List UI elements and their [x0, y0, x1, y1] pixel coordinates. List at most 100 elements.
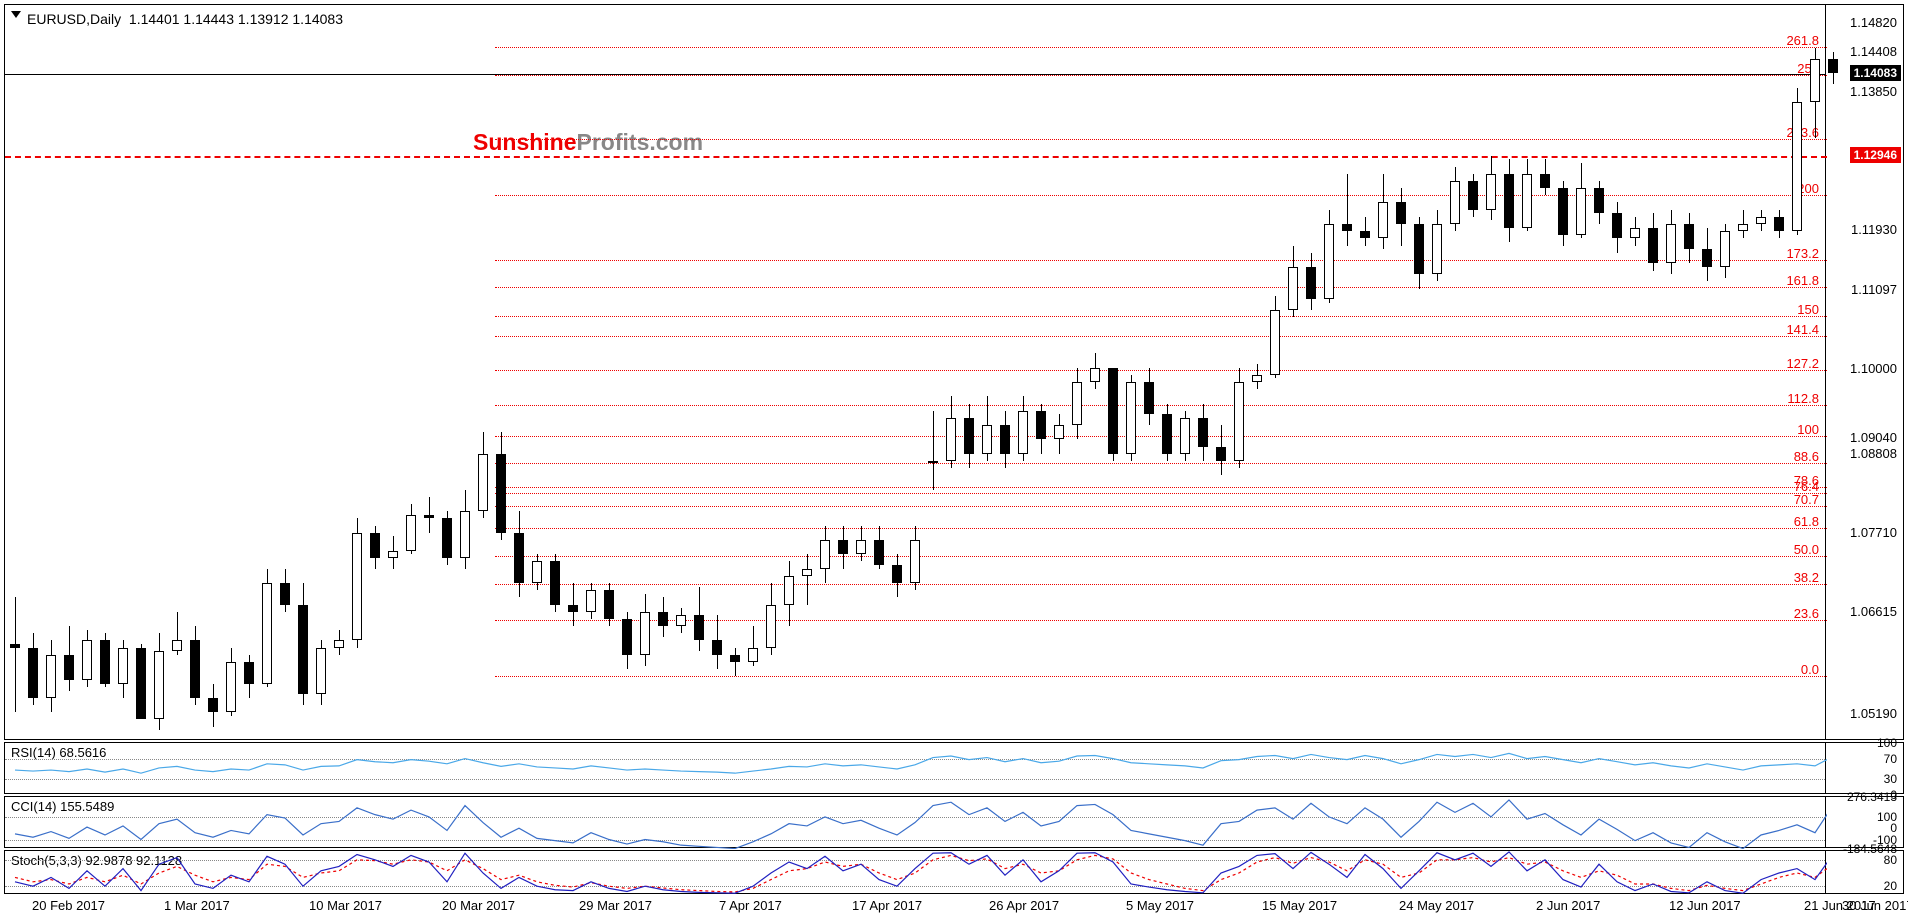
candle-body [1630, 228, 1640, 239]
indicator-y-label: 80 [1884, 853, 1897, 867]
indicator-svg [5, 743, 1827, 795]
candle-body [730, 655, 740, 662]
fib-label: 261.8 [1786, 33, 1819, 48]
candle-body [82, 640, 92, 679]
candle-body [172, 640, 182, 651]
fib-line [495, 370, 1827, 371]
fib-label: 88.6 [1794, 449, 1819, 464]
y-tick-label: 1.05190 [1850, 706, 1897, 721]
fib-line [495, 528, 1827, 529]
candle-body [1810, 59, 1820, 102]
candle-body [568, 605, 578, 612]
panel-dropdown-icon[interactable] [11, 11, 21, 18]
candle-body [1360, 231, 1370, 238]
red-price-box: 1.12946 [1850, 147, 1901, 163]
candle-body [100, 640, 110, 683]
fib-line [495, 139, 1827, 140]
y-tick-label: 1.11097 [1851, 282, 1897, 297]
rsi-panel[interactable]: RSI(14) 68.5616 [4, 742, 1826, 794]
candle-body [856, 540, 866, 554]
candle-body [1522, 174, 1532, 228]
candle-body [1144, 382, 1154, 414]
y-tick-label: 1.09040 [1850, 430, 1897, 445]
fib-label: 38.2 [1794, 570, 1819, 585]
fib-line [495, 584, 1827, 585]
y-tick-label: 1.07710 [1850, 525, 1897, 540]
candle-body [190, 640, 200, 697]
x-tick-label: 26 Apr 2017 [989, 898, 1059, 913]
fib-label: 61.8 [1794, 514, 1819, 529]
stoch-panel[interactable]: Stoch(5,3,3) 92.9878 92.1128 [4, 850, 1826, 894]
x-tick-label: 24 May 2017 [1399, 898, 1474, 913]
indicator-svg [5, 851, 1827, 895]
candle-body [802, 569, 812, 576]
candle-body [1450, 181, 1460, 224]
fib-line [495, 260, 1827, 261]
rsi-y-axis: 10070300 [1826, 742, 1904, 794]
candle-body [244, 662, 254, 684]
candle-body [262, 583, 272, 684]
indicator-y-label: 20 [1884, 879, 1897, 893]
fib-line [495, 487, 1827, 488]
candle-body [280, 583, 290, 605]
candle-body [910, 540, 920, 583]
candle-body [226, 662, 236, 712]
candle-body [1702, 249, 1712, 267]
candle-body [406, 515, 416, 551]
x-tick-label: 10 Mar 2017 [309, 898, 382, 913]
fib-line [495, 336, 1827, 337]
candle-body [874, 540, 884, 565]
candle-body [1054, 425, 1064, 439]
current-price-line [5, 74, 1825, 75]
fib-line [495, 676, 1827, 677]
fib-line [495, 506, 1827, 507]
candle-body [622, 619, 632, 655]
fib-line [495, 287, 1827, 288]
fib-label: 23.6 [1794, 606, 1819, 621]
candle-body [1036, 411, 1046, 440]
candle-body [1738, 224, 1748, 231]
candle-body [1684, 224, 1694, 249]
candle-body [460, 511, 470, 558]
candle-body [550, 561, 560, 604]
candle-body [514, 533, 524, 583]
fib-label: 100 [1797, 422, 1819, 437]
x-tick-label: 17 Apr 2017 [852, 898, 922, 913]
fib-label: 173.2 [1786, 246, 1819, 261]
indicator-y-label: 276.3413 [1847, 790, 1897, 804]
x-tick-label: 2 Jun 2017 [1536, 898, 1600, 913]
candle-body [1720, 231, 1730, 267]
candle-wick [933, 411, 934, 490]
x-tick-label: 12 Jun 2017 [1669, 898, 1741, 913]
fib-label: 161.8 [1786, 273, 1819, 288]
candle-body [1594, 188, 1604, 213]
fib-label: 127.2 [1786, 356, 1819, 371]
candle-body [478, 454, 488, 511]
candle-body [1666, 224, 1676, 263]
fib-line [495, 47, 1827, 48]
candle-body [1018, 411, 1028, 454]
indicator-y-label: 100 [1877, 736, 1897, 750]
y-tick-label: 1.14408 [1850, 44, 1897, 59]
candle-body [1342, 224, 1352, 231]
chart-container: EURUSD,Daily 1.14401 1.14443 1.13912 1.1… [0, 0, 1908, 920]
cci-panel[interactable]: CCI(14) 155.5489 [4, 796, 1826, 848]
x-axis: 20 Feb 20171 Mar 201710 Mar 201720 Mar 2… [4, 894, 1904, 916]
candle-body [298, 605, 308, 695]
candle-body [1180, 418, 1190, 454]
candle-body [424, 515, 434, 519]
cci-y-axis: 276.34131000-100-184.5648 [1826, 796, 1904, 848]
x-tick-label: 5 May 2017 [1126, 898, 1194, 913]
main-price-panel[interactable]: EURUSD,Daily 1.14401 1.14443 1.13912 1.1… [4, 4, 1826, 740]
candle-body [1306, 267, 1316, 299]
candle-body [928, 461, 938, 463]
candle-body [766, 605, 776, 648]
fib-line [495, 405, 1827, 406]
candle-wick [15, 597, 16, 712]
candle-body [532, 561, 542, 583]
candle-wick [1347, 174, 1348, 246]
candle-body [1414, 224, 1424, 274]
candle-body [658, 612, 668, 626]
candle-body [1756, 217, 1766, 224]
candle-body [442, 518, 452, 557]
